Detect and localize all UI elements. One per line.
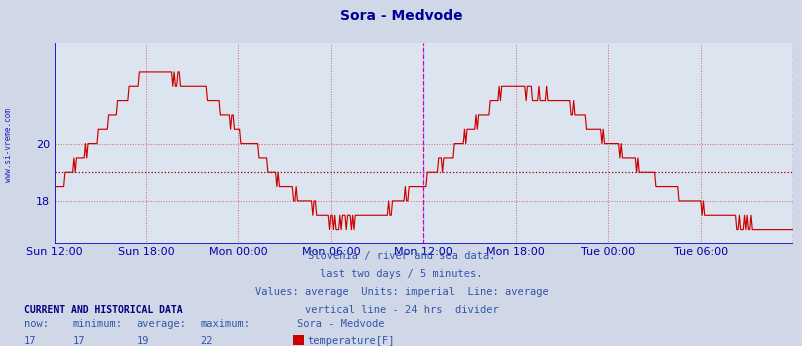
Text: Sora - Medvode: Sora - Medvode — [297, 319, 384, 329]
Text: 19: 19 — [136, 336, 149, 346]
Text: average:: average: — [136, 319, 186, 329]
Text: www.si-vreme.com: www.si-vreme.com — [3, 108, 13, 182]
Text: maximum:: maximum: — [200, 319, 250, 329]
Text: CURRENT AND HISTORICAL DATA: CURRENT AND HISTORICAL DATA — [24, 305, 183, 315]
Text: Sora - Medvode: Sora - Medvode — [340, 9, 462, 22]
Text: Slovenia / river and sea data.: Slovenia / river and sea data. — [307, 251, 495, 261]
Text: minimum:: minimum: — [72, 319, 122, 329]
Text: now:: now: — [24, 319, 49, 329]
Text: 22: 22 — [200, 336, 213, 346]
Text: Values: average  Units: imperial  Line: average: Values: average Units: imperial Line: av… — [254, 287, 548, 297]
Text: 17: 17 — [72, 336, 85, 346]
Text: vertical line - 24 hrs  divider: vertical line - 24 hrs divider — [304, 305, 498, 315]
Text: 17: 17 — [24, 336, 37, 346]
Text: last two days / 5 minutes.: last two days / 5 minutes. — [320, 269, 482, 279]
Text: temperature[F]: temperature[F] — [307, 336, 395, 346]
